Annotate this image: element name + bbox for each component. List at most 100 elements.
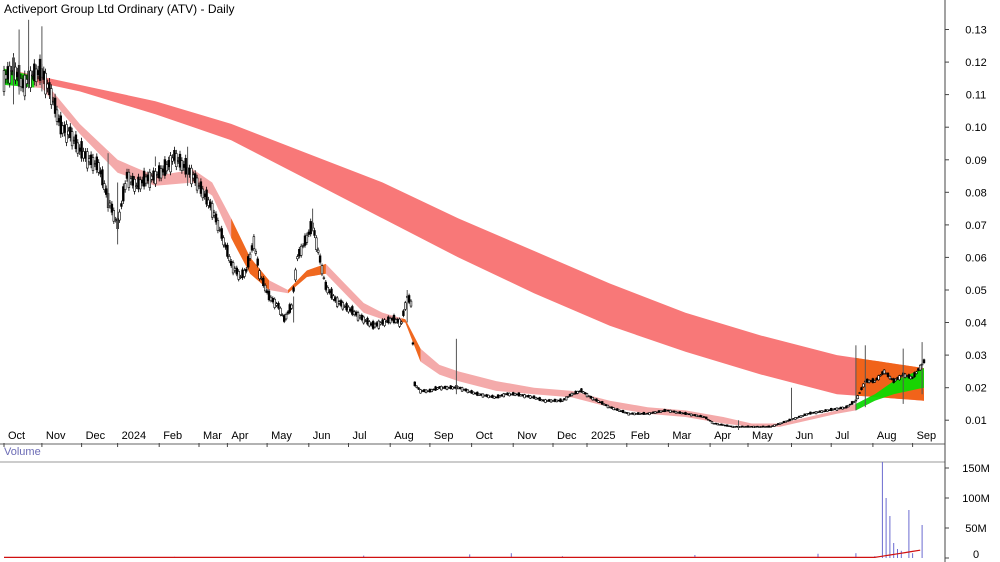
volume-tick-label: 100M [962,493,990,505]
candle-body [256,258,259,266]
ribbon-long [4,68,924,401]
candle-body [686,413,689,415]
candle-body [108,202,112,207]
candle-body [582,391,585,394]
candle-body [466,389,469,393]
candle-body [689,413,693,417]
candle-body [820,410,824,413]
candle-body [886,372,890,377]
candle-body [640,413,644,415]
candle-body [231,262,235,274]
ribbon-layer [4,68,924,427]
candle-body [422,389,426,393]
candle-body [381,319,384,325]
candle-body [833,408,837,410]
candle-body [655,411,659,414]
candle-body [38,58,42,81]
candle-body [527,394,530,398]
candle-body [129,178,132,183]
candle-body [794,417,797,420]
candle-body [309,221,312,235]
candle-body [51,100,55,103]
candle-body [699,414,702,418]
candle-body [273,298,276,308]
candle-body [708,420,712,422]
candle-body [771,425,774,427]
candle-body [670,410,674,413]
candle-body [55,109,59,122]
candle-body [521,394,524,397]
candle-body [57,118,61,123]
candle-body [413,381,416,387]
candle-body [222,237,225,246]
candle-body [915,371,918,374]
candle-body [731,425,735,429]
candle-body [443,385,447,389]
candle-body [646,412,649,415]
candle-body [491,394,494,399]
candle-body [688,413,691,415]
candle-body [680,412,683,415]
candle-body [578,390,581,393]
candle-body [101,169,104,186]
candle-body [120,203,123,207]
candle-body [453,386,456,389]
candle-body [415,385,418,388]
candle-body [8,65,11,84]
candle-body [775,424,778,426]
candle-body [80,141,83,159]
candle-body [672,410,676,413]
candle-body [21,79,25,89]
candle-body [865,378,869,383]
candle-body [34,68,38,82]
candle-body [260,277,263,280]
candle-body [809,411,812,415]
candle-body [364,320,367,322]
candle-body [279,307,282,315]
candle-body [322,277,326,279]
volume-average-line [4,549,921,559]
candle-body [263,284,267,292]
candle-body [305,234,309,243]
candle-body [856,395,859,400]
candle-body [763,426,767,428]
date-tick-label: Apr [231,430,248,442]
candle-body [192,174,195,179]
candle-body [612,407,615,411]
date-tick-label: Jul [835,430,849,442]
candle-body [580,388,583,393]
candle-body [903,373,907,378]
candle-body [769,426,772,428]
candle-body [852,401,856,404]
volume-tick-label: 150M [962,463,990,475]
candle-body [33,63,36,82]
candle-body [228,256,231,262]
candle-body [438,386,441,389]
candle-body [209,201,212,208]
candle-body [847,404,850,408]
candle-body [693,414,697,417]
candle-body [828,409,831,411]
candle-body [99,170,102,175]
candle-body [288,304,291,313]
candle-body [705,416,708,420]
candle-body [498,395,502,398]
date-tick-label: Oct [8,430,25,442]
candle-body [600,401,604,405]
candle-body [786,420,789,422]
candle-body [572,393,576,395]
candle-body [205,189,208,205]
price-tick-label: 0.12 [965,57,986,69]
candle-body [829,407,833,411]
candle-body [542,399,545,402]
candle-body [867,379,871,383]
candle-body [479,393,483,396]
candle-body [758,425,761,428]
candle-body [2,70,6,92]
price-tick-label: 0.08 [965,187,986,199]
candle-body [470,390,473,394]
candle-body [226,244,229,257]
date-tick-label: Jul [353,430,367,442]
candle-body [284,313,288,320]
candle-body [91,157,95,171]
